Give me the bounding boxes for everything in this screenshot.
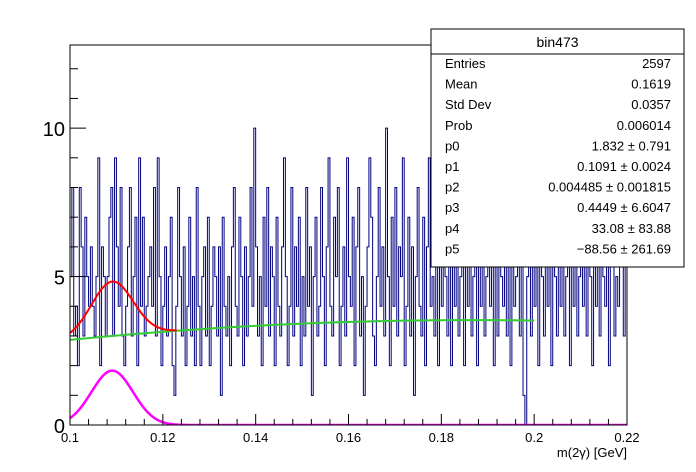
stats-row-value: 0.1091 ± 0.0024 — [577, 159, 671, 174]
stats-row-value: 0.004485 ± 0.001815 — [548, 180, 671, 195]
x-tick-label: 0.22 — [614, 430, 639, 445]
stats-row-label: p0 — [445, 138, 459, 153]
stats-box-title: bin473 — [536, 34, 578, 50]
x-axis-title: m(2γ) [GeV] — [557, 445, 627, 460]
stats-row-value: 0.006014 — [617, 118, 671, 133]
x-tick-label: 0.14 — [243, 430, 268, 445]
y-tick-label: 5 — [54, 268, 65, 290]
stats-row-value: 2597 — [642, 56, 671, 71]
stats-row-value: 0.4449 ± 6.6047 — [577, 200, 671, 215]
stats-row-label: Mean — [445, 77, 478, 92]
histogram-steps — [70, 127, 627, 425]
stats-row-label: p4 — [445, 221, 459, 236]
stats-row-label: Std Dev — [445, 97, 492, 112]
x-tick-label: 0.18 — [429, 430, 454, 445]
stats-row-value: 1.832 ± 0.791 — [592, 138, 671, 153]
stats-row-value: 0.1619 — [631, 77, 671, 92]
stats-row-label: p1 — [445, 159, 459, 174]
axes: 0.1 0.12 0.14 0.16 0.18 0.2 0.22 0 5 10 — [43, 68, 640, 445]
stats-row-label: p3 — [445, 200, 459, 215]
stats-row-value: −88.56 ± 261.69 — [577, 241, 671, 256]
total-fit-curve — [70, 280, 177, 334]
stats-row-label: Entries — [445, 56, 486, 71]
x-tick-label: 0.2 — [525, 430, 543, 445]
stats-box-frame — [430, 28, 685, 268]
stats-row-label: p5 — [445, 241, 459, 256]
stats-row-value: 33.08 ± 83.88 — [592, 221, 671, 236]
y-tick-label: 10 — [43, 119, 65, 141]
x-tick-label: 0.16 — [336, 430, 361, 445]
stats-row-label: p2 — [445, 180, 459, 195]
stats-row-label: Prob — [445, 118, 472, 133]
background-fit-curve — [70, 319, 535, 341]
x-tick-label: 0.12 — [150, 430, 175, 445]
stats-row-value: 0.0357 — [631, 97, 671, 112]
x-tick-label: 0.1 — [61, 430, 79, 445]
stats-box: bin473 Entries 2597 Mean 0.1619 Std Dev 0.0357… — [430, 28, 685, 268]
y-tick-label: 0 — [54, 416, 65, 438]
